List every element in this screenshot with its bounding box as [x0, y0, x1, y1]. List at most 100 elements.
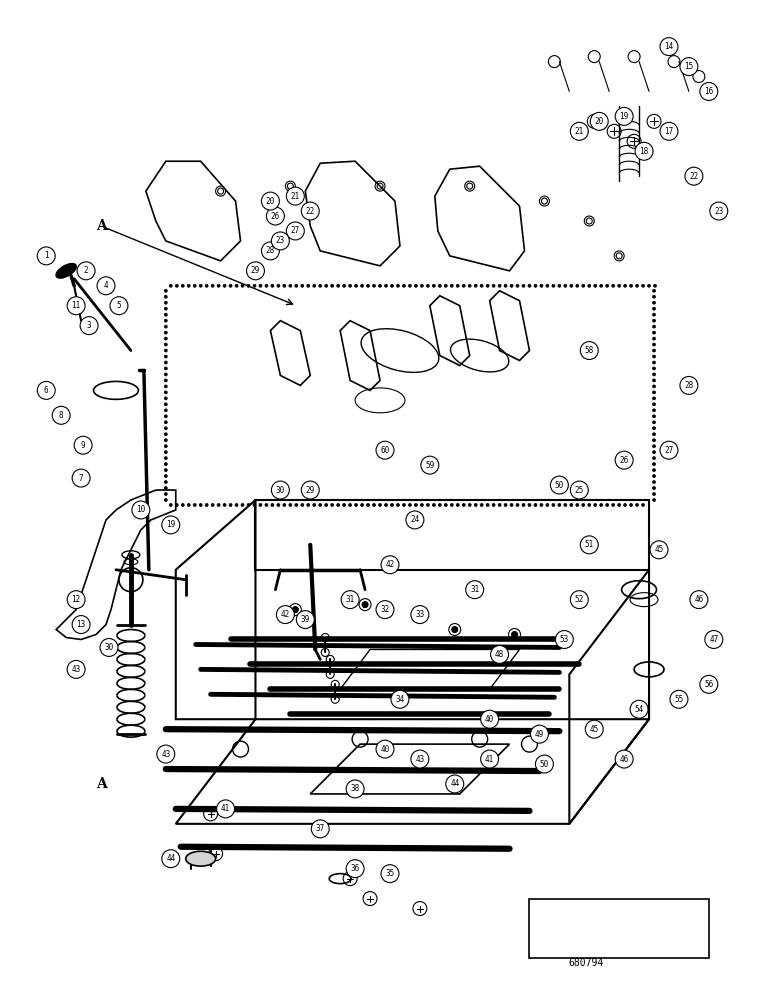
Text: 31: 31 — [346, 595, 355, 604]
Circle shape — [654, 284, 656, 287]
Circle shape — [391, 284, 394, 287]
Text: 6: 6 — [44, 386, 49, 395]
Circle shape — [199, 503, 202, 506]
Text: 26: 26 — [619, 456, 628, 465]
Circle shape — [432, 284, 435, 287]
Circle shape — [247, 284, 250, 287]
Circle shape — [700, 675, 718, 693]
Text: 27: 27 — [665, 446, 674, 455]
Circle shape — [536, 755, 554, 773]
Circle shape — [652, 463, 655, 466]
Circle shape — [652, 313, 655, 316]
Circle shape — [391, 690, 409, 708]
Circle shape — [615, 750, 633, 768]
Circle shape — [349, 503, 351, 506]
Circle shape — [241, 284, 244, 287]
Circle shape — [349, 284, 351, 287]
Circle shape — [615, 451, 633, 469]
Circle shape — [272, 481, 290, 499]
Text: 21: 21 — [291, 192, 300, 201]
Circle shape — [343, 503, 346, 506]
Circle shape — [670, 690, 688, 708]
Circle shape — [378, 284, 381, 287]
Circle shape — [564, 284, 567, 287]
Circle shape — [397, 503, 399, 506]
Circle shape — [474, 284, 477, 287]
Circle shape — [652, 475, 655, 478]
Circle shape — [466, 581, 483, 599]
Text: 59: 59 — [425, 461, 435, 470]
Circle shape — [164, 301, 168, 304]
Text: 14: 14 — [665, 42, 674, 51]
Circle shape — [247, 503, 250, 506]
Circle shape — [591, 112, 608, 130]
Circle shape — [362, 602, 368, 608]
Circle shape — [652, 295, 655, 298]
Circle shape — [193, 284, 196, 287]
Circle shape — [432, 503, 435, 506]
Circle shape — [293, 607, 298, 613]
Circle shape — [624, 284, 627, 287]
Circle shape — [652, 361, 655, 364]
Circle shape — [652, 415, 655, 418]
Text: 44: 44 — [450, 779, 459, 788]
Circle shape — [164, 289, 168, 292]
Circle shape — [164, 451, 168, 454]
Circle shape — [438, 503, 442, 506]
Text: 26: 26 — [271, 212, 280, 221]
Circle shape — [606, 503, 608, 506]
Circle shape — [164, 391, 168, 394]
Circle shape — [481, 750, 499, 768]
Circle shape — [652, 379, 655, 382]
Text: 16: 16 — [704, 87, 713, 96]
Circle shape — [652, 289, 655, 292]
Circle shape — [652, 319, 655, 322]
Text: 28: 28 — [266, 246, 275, 255]
Circle shape — [361, 503, 364, 506]
Text: 40: 40 — [485, 715, 494, 724]
Circle shape — [262, 242, 279, 260]
Circle shape — [558, 284, 561, 287]
Circle shape — [450, 503, 453, 506]
Circle shape — [522, 284, 525, 287]
Circle shape — [552, 503, 555, 506]
Circle shape — [367, 284, 370, 287]
Circle shape — [52, 406, 70, 424]
Circle shape — [343, 284, 346, 287]
Circle shape — [346, 860, 364, 878]
Circle shape — [481, 710, 499, 728]
Circle shape — [652, 373, 655, 376]
Circle shape — [652, 355, 655, 358]
Circle shape — [397, 284, 399, 287]
Text: 11: 11 — [72, 301, 81, 310]
Circle shape — [522, 503, 525, 506]
Text: 53: 53 — [560, 635, 569, 644]
Circle shape — [504, 284, 507, 287]
Circle shape — [615, 107, 633, 125]
Text: 20: 20 — [266, 197, 275, 206]
Circle shape — [611, 503, 615, 506]
Circle shape — [373, 503, 375, 506]
Circle shape — [259, 503, 262, 506]
Circle shape — [498, 284, 501, 287]
Circle shape — [193, 503, 196, 506]
Circle shape — [132, 501, 150, 519]
Text: 42: 42 — [281, 610, 290, 619]
Text: 33: 33 — [415, 610, 425, 619]
Circle shape — [37, 247, 55, 265]
Circle shape — [164, 361, 168, 364]
Circle shape — [685, 167, 703, 185]
Circle shape — [421, 456, 438, 474]
Circle shape — [642, 284, 645, 287]
Circle shape — [445, 503, 447, 506]
Circle shape — [650, 541, 668, 559]
Circle shape — [611, 284, 615, 287]
Circle shape — [456, 503, 459, 506]
Text: 54: 54 — [635, 705, 644, 714]
Circle shape — [402, 284, 405, 287]
Circle shape — [296, 611, 314, 629]
Text: 48: 48 — [495, 650, 504, 659]
Circle shape — [546, 503, 549, 506]
Circle shape — [452, 627, 458, 633]
Circle shape — [462, 284, 466, 287]
